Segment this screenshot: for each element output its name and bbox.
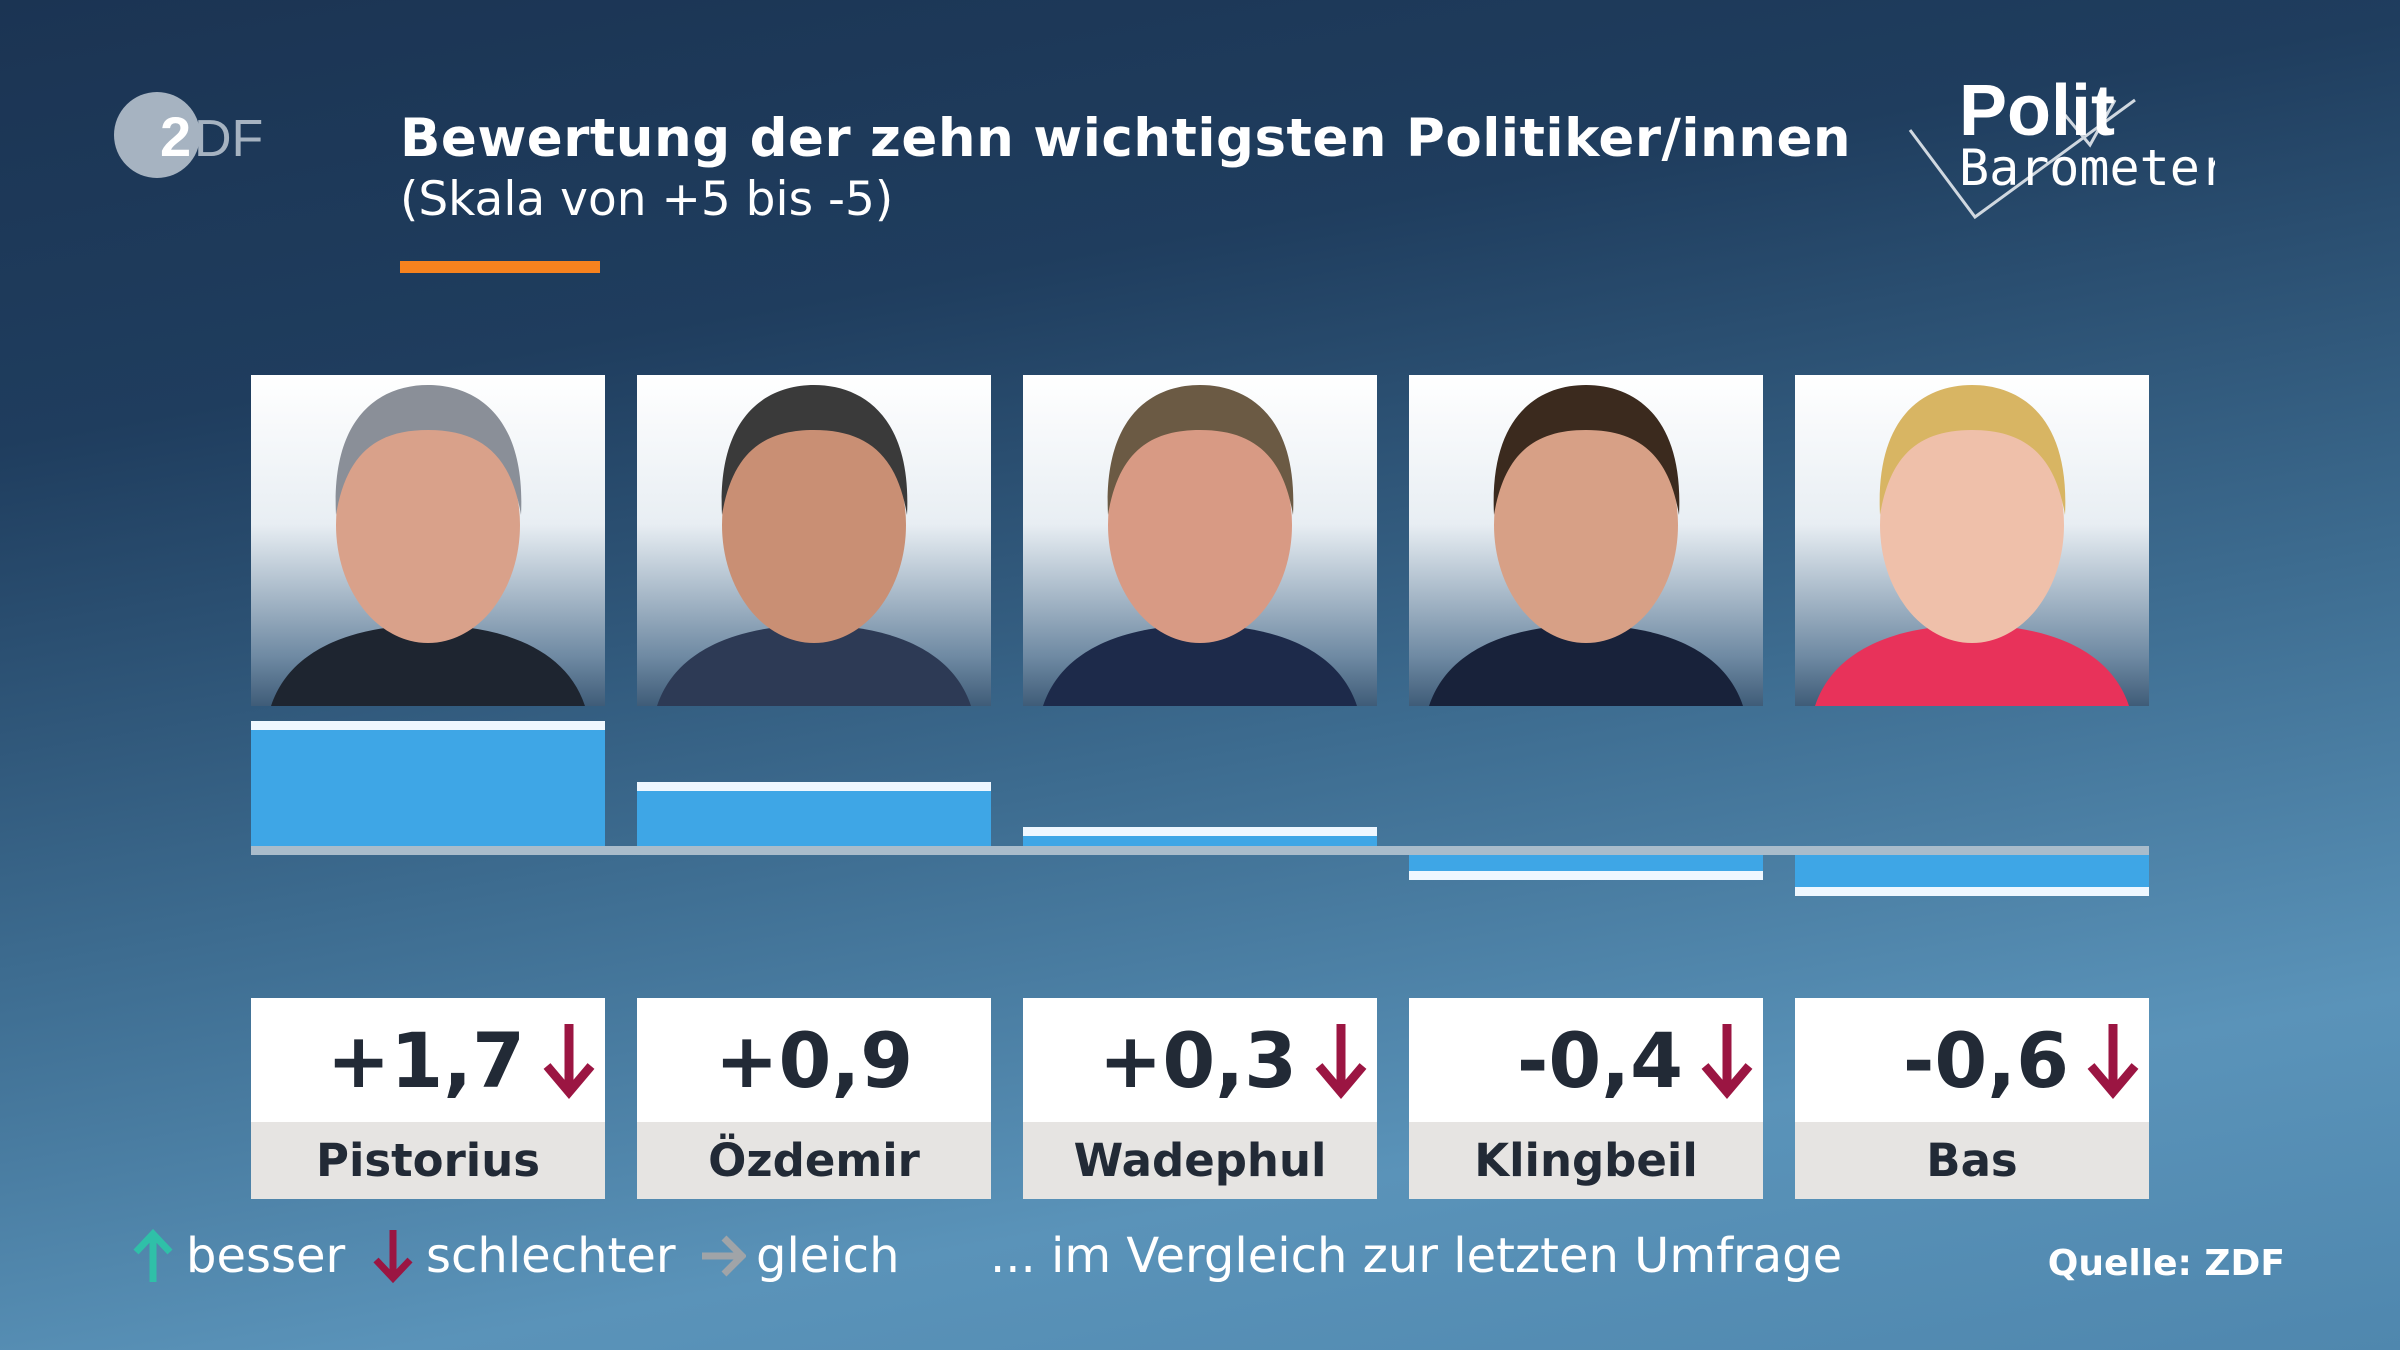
- value-label: -0,6: [1902, 1015, 2069, 1105]
- chart-title: Bewertung der zehn wichtigsten Politiker…: [400, 108, 1852, 169]
- svg-text:2: 2: [160, 105, 191, 168]
- chart-subtitle: (Skala von +5 bis -5): [400, 172, 894, 227]
- politician-name: Klingbeil: [1409, 1122, 1763, 1199]
- bar-cap: [637, 781, 991, 791]
- svg-text:DF: DF: [194, 110, 263, 168]
- legend-better: besser: [130, 1228, 345, 1284]
- bar-cap: [1023, 827, 1377, 837]
- politician-photo: [1409, 375, 1763, 706]
- zero-line: [251, 846, 2149, 855]
- source-label: Quelle: ZDF: [2047, 1243, 2285, 1284]
- legend-worse: schlechter: [370, 1228, 676, 1284]
- value-box: +0,3: [1023, 998, 1377, 1122]
- politician-name: Pistorius: [251, 1122, 605, 1199]
- politician-photo: [251, 375, 605, 706]
- arrow-down-icon: [373, 1230, 413, 1284]
- portrait-image: [271, 385, 585, 706]
- portrait-image: [657, 385, 971, 706]
- zdf-logo: 2 DF: [114, 92, 263, 178]
- value-label: +1,7: [326, 1015, 525, 1105]
- portrait-image: [1815, 385, 2129, 706]
- arrow-up-icon: [133, 1228, 173, 1282]
- value-label: +0,3: [1098, 1015, 1297, 1105]
- svg-text:Barometer: Barometer: [1959, 139, 2215, 197]
- politician-photo: [1795, 375, 2149, 706]
- portrait-image: [1429, 385, 1743, 706]
- bar: [637, 781, 991, 850]
- arrow-down-icon: [1315, 1024, 1367, 1099]
- arrow-down-icon: [2087, 1024, 2139, 1099]
- legend-better-label: besser: [186, 1228, 346, 1284]
- value-box: -0,4: [1409, 998, 1763, 1122]
- politician-name: Özdemir: [637, 1122, 991, 1199]
- legend-note: ... im Vergleich zur letzten Umfrage: [990, 1228, 1843, 1284]
- bar-cap: [1409, 871, 1763, 881]
- value-box: +0,9: [637, 998, 991, 1122]
- arrow-right-icon: [702, 1235, 746, 1277]
- bar-cap: [1795, 886, 2149, 896]
- value-label: -0,4: [1516, 1015, 1683, 1105]
- politbarometer-logo: Polit Barometer: [1908, 75, 2215, 220]
- politician-photo: [637, 375, 991, 706]
- portrait-image: [1043, 385, 1357, 706]
- politician-name: Wadephul: [1023, 1122, 1377, 1199]
- politician-photo: [1023, 375, 1377, 706]
- legend-same: gleich: [700, 1228, 899, 1284]
- bar-cap: [251, 720, 605, 730]
- value-label: +0,9: [714, 1015, 914, 1105]
- legend-worse-label: schlechter: [426, 1228, 676, 1284]
- value-box: -0,6: [1795, 998, 2149, 1122]
- accent-bar: [400, 261, 600, 273]
- bar: [251, 720, 605, 850]
- arrow-down-icon: [1701, 1024, 1753, 1099]
- value-box: +1,7: [251, 998, 605, 1122]
- arrow-down-icon: [543, 1024, 595, 1099]
- politician-name: Bas: [1795, 1122, 2149, 1199]
- legend-same-label: gleich: [756, 1228, 900, 1284]
- svg-text:Polit: Polit: [1959, 75, 2115, 151]
